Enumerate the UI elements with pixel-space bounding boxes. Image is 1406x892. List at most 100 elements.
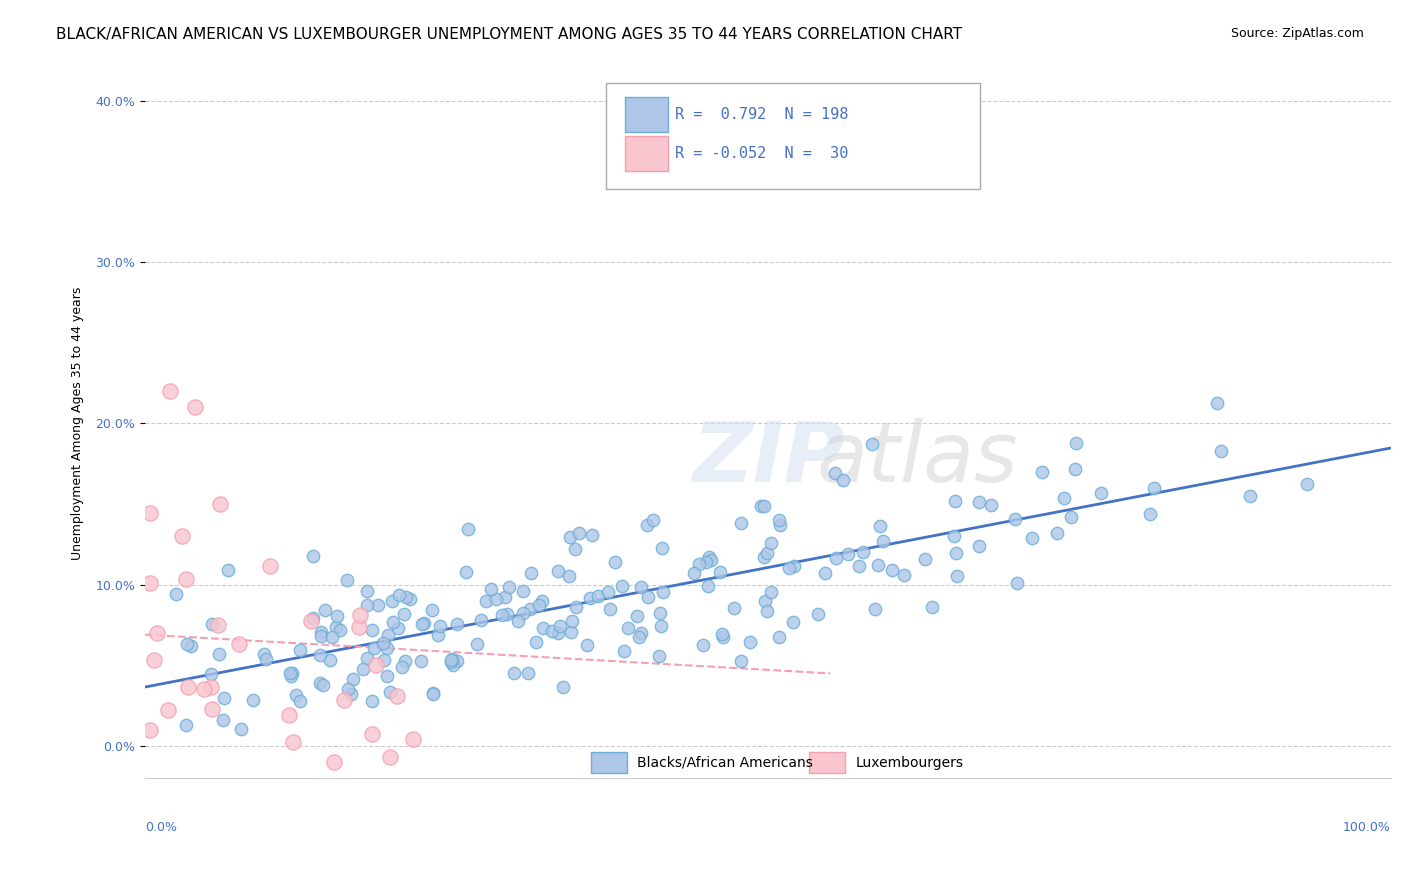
Point (446, 616, 468, 631)
Point (616, 621, 638, 635)
Point (398, 591, 420, 606)
Point (253, 647, 276, 661)
Point (280, 669, 302, 683)
Point (613, 644, 636, 658)
Point (700, 552, 723, 566)
Point (411, 616, 433, 631)
Text: atlas: atlas (817, 418, 1018, 500)
Point (366, 657, 388, 672)
Point (688, 558, 710, 572)
Point (697, 549, 720, 564)
Point (427, 628, 450, 642)
Point (242, 692, 264, 706)
Point (1060, 510, 1083, 524)
Point (508, 614, 530, 628)
Point (1007, 576, 1029, 591)
Point (156, 703, 179, 717)
Point (456, 565, 478, 579)
Point (146, 626, 169, 640)
Point (200, 680, 222, 694)
Point (378, 750, 401, 764)
Point (869, 519, 891, 533)
Point (391, 660, 413, 674)
Point (837, 547, 859, 561)
Point (969, 540, 991, 554)
Point (329, 623, 352, 637)
Point (872, 534, 894, 549)
Point (553, 680, 575, 694)
Point (352, 662, 374, 676)
Point (1064, 462, 1087, 476)
Point (980, 498, 1002, 512)
Point (208, 497, 231, 511)
Point (945, 569, 967, 583)
Point (650, 619, 672, 633)
Point (302, 549, 325, 563)
Point (174, 718, 197, 732)
Point (402, 732, 425, 747)
Point (967, 495, 990, 509)
Point (208, 647, 231, 661)
Point (914, 552, 936, 566)
Point (778, 561, 800, 575)
Point (1143, 481, 1166, 495)
Point (647, 649, 669, 664)
Point (561, 614, 583, 628)
Point (440, 656, 463, 670)
Point (558, 530, 581, 544)
Point (377, 640, 399, 655)
Text: 0.0%: 0.0% (145, 821, 177, 834)
Text: R =  0.792  N = 198: R = 0.792 N = 198 (675, 107, 848, 122)
Point (1209, 443, 1232, 458)
Point (756, 546, 779, 560)
Point (1031, 465, 1053, 479)
Point (212, 691, 235, 706)
Point (1296, 476, 1319, 491)
Point (172, 529, 194, 543)
Point (361, 694, 384, 708)
Text: BLACK/AFRICAN AMERICAN VS LUXEMBOURGER UNEMPLOYMENT AMONG AGES 35 TO 44 YEARS CO: BLACK/AFRICAN AMERICAN VS LUXEMBOURGER U… (56, 27, 962, 42)
Point (356, 583, 378, 598)
Point (520, 566, 543, 580)
Point (142, 652, 165, 666)
Point (321, 630, 343, 644)
Point (754, 594, 776, 608)
Point (1021, 531, 1043, 545)
Point (159, 384, 181, 398)
Point (1004, 512, 1026, 526)
Point (527, 598, 550, 612)
Point (409, 655, 432, 669)
Point (768, 630, 790, 644)
Point (626, 609, 648, 624)
Point (336, 681, 359, 696)
Point (422, 687, 444, 701)
Point (174, 572, 197, 586)
Point (560, 624, 582, 639)
Text: ZIP: ZIP (692, 418, 844, 500)
Point (176, 637, 198, 651)
Point (474, 594, 496, 608)
Point (711, 627, 734, 641)
Point (165, 587, 187, 601)
Point (893, 568, 915, 582)
Point (1053, 491, 1076, 505)
Point (420, 602, 443, 616)
Point (200, 666, 222, 681)
Point (636, 518, 658, 533)
Point (630, 626, 652, 640)
Point (201, 616, 224, 631)
Point (648, 606, 671, 620)
Point (557, 569, 579, 583)
Point (1205, 395, 1227, 409)
Point (336, 574, 359, 588)
Point (709, 566, 731, 580)
Point (868, 558, 890, 572)
Point (568, 525, 591, 540)
Point (371, 636, 394, 650)
Point (637, 590, 659, 604)
Y-axis label: Unemployment Among Ages 35 to 44 years: Unemployment Among Ages 35 to 44 years (72, 286, 84, 560)
FancyBboxPatch shape (808, 752, 845, 772)
Point (1064, 436, 1087, 450)
FancyBboxPatch shape (591, 752, 627, 772)
Point (312, 677, 335, 691)
